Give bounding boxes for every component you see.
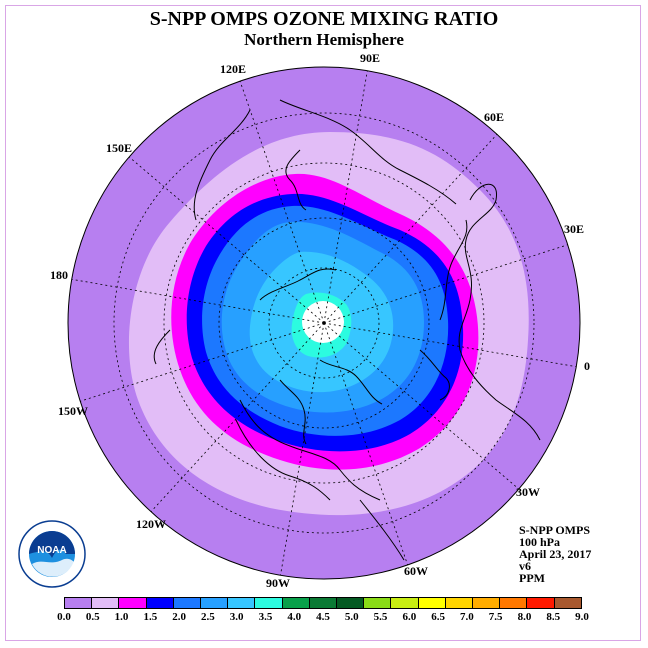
colorbar-segment [445, 598, 474, 608]
lon-label-90w: 90W [266, 576, 290, 590]
colorbar-segment [255, 598, 283, 608]
colorbar-segment [473, 598, 501, 608]
lon-label-150e: 150E [106, 141, 132, 155]
page-title: S-NPP OMPS OZONE MIXING RATIO [149, 8, 499, 30]
colorbar-segment [337, 598, 365, 608]
colorbar-segment [173, 598, 202, 608]
svg-text:NOAA: NOAA [37, 545, 66, 556]
colorbar-tick-label: 9.0 [575, 611, 589, 623]
colorbar-segment [282, 598, 310, 608]
lon-label-30w: 30W [516, 485, 540, 499]
colorbar-segment [527, 598, 555, 608]
colorbar-tick-label: 4.0 [287, 611, 302, 623]
colorbar-tick-label: 8.5 [546, 611, 561, 623]
meridians [69, 67, 579, 579]
page-subtitle: Northern Hemisphere [244, 30, 404, 49]
colorbar-tick-label: 7.0 [460, 611, 474, 623]
info-block: S-NPP OMPS 100 hPa April 23, 2017 v6 PPM [519, 524, 591, 584]
info-level: 100 hPa [519, 535, 561, 549]
colorbar-segment [418, 598, 446, 608]
colorbar-tick-label: 2.0 [172, 611, 186, 623]
info-units: PPM [519, 571, 545, 585]
colorbar-tick-label: 3.5 [258, 611, 273, 623]
noaa-logo-icon: NOAA [18, 520, 86, 588]
colorbar-tick-label: 0.0 [57, 611, 71, 623]
colorbar-tick-label: 5.0 [344, 611, 359, 623]
lon-label-180: 180 [50, 268, 68, 282]
lon-label-120w: 120W [136, 517, 166, 531]
colorbar-tick-label: 2.5 [201, 611, 215, 623]
colorbar-tick-label: 1.5 [143, 611, 158, 623]
colorbar-segment [391, 598, 419, 608]
colorbar-segment [554, 598, 581, 608]
info-date: April 23, 2017 [519, 547, 592, 561]
lon-label-60e: 60E [484, 110, 504, 124]
colorbar-segment [201, 598, 229, 608]
lon-label-150w: 150W [58, 404, 88, 418]
colorbar-segment [92, 598, 120, 608]
colorbar-ticks: 0.0 0.5 1.0 1.5 2.0 2.5 3.0 3.5 4.0 4.5 5.0 5.5 6.0 6… [57, 611, 589, 625]
lon-label-30e: 30E [564, 222, 584, 236]
lon-label-120e: 120E [220, 62, 246, 76]
colorbar-segment [119, 598, 147, 608]
colorbar-tick-label: 5.5 [373, 611, 388, 623]
parallels [113, 112, 535, 534]
colorbar-tick-label: 0.5 [85, 611, 100, 623]
map-boundary [67, 66, 581, 580]
info-instrument: S-NPP OMPS [519, 523, 590, 537]
figure-frame [5, 5, 641, 641]
coastlines [153, 99, 541, 561]
colorbar-tick-label: 4.5 [316, 611, 330, 623]
colorbar-tick-label: 6.5 [431, 611, 445, 623]
colorbar [64, 597, 582, 609]
colorbar-segment [500, 598, 528, 608]
colorbar-segment [146, 598, 174, 608]
colorbar-segment [228, 598, 256, 608]
colorbar-tick-label: 8.0 [517, 611, 532, 623]
colorbar-segment [309, 598, 338, 608]
colorbar-tick-label: 3.0 [229, 611, 244, 623]
info-version: v6 [519, 559, 531, 573]
colorbar-segment [364, 598, 392, 608]
lon-label-90e: 90E [360, 51, 380, 65]
lon-label-60w: 60W [404, 564, 428, 578]
lon-label-0: 0 [584, 359, 590, 373]
colorbar-tick-label: 6.0 [402, 611, 417, 623]
colorbar-segment [65, 598, 93, 608]
colorbar-tick-label: 7.5 [488, 611, 503, 623]
colorbar-tick-label: 1.0 [114, 611, 129, 623]
